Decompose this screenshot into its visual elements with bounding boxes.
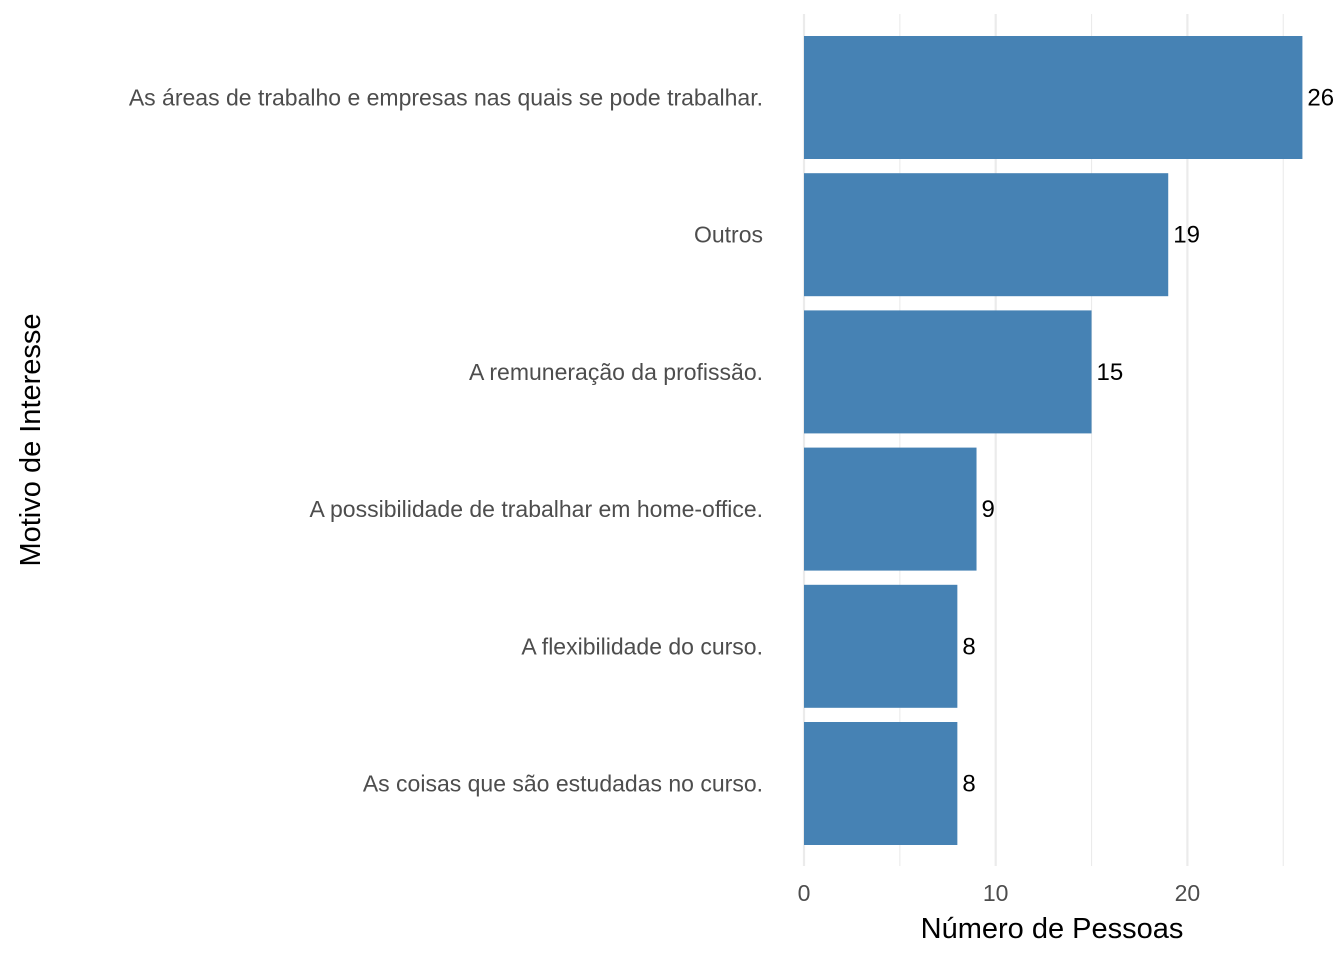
data-label: 8 xyxy=(962,633,975,660)
data-label: 26 xyxy=(1307,85,1334,112)
y-axis-title: Motivo de Interesse xyxy=(15,313,47,566)
bar xyxy=(804,173,1169,297)
bar xyxy=(804,584,958,708)
data-label: 8 xyxy=(962,771,975,798)
category-label: A possibilidade de trabalhar em home-off… xyxy=(310,496,763,522)
bar xyxy=(804,447,977,571)
data-label: 15 xyxy=(1097,359,1124,386)
x-tick-label: 0 xyxy=(798,880,811,906)
category-label: As coisas que são estudadas no curso. xyxy=(363,771,763,797)
data-label: 9 xyxy=(982,496,995,523)
bar xyxy=(804,36,1303,159)
data-label: 19 xyxy=(1173,222,1200,249)
bar xyxy=(804,310,1092,434)
bar xyxy=(804,722,958,845)
x-tick-label: 10 xyxy=(983,880,1009,906)
x-tick-label: 20 xyxy=(1175,880,1201,906)
category-labels: As áreas de trabalho e empresas nas quai… xyxy=(129,85,763,797)
category-label: A flexibilidade do curso. xyxy=(521,633,763,659)
x-tick-labels: 0 10 20 xyxy=(798,880,1201,906)
data-labels: 26 19 15 9 8 8 xyxy=(962,85,1334,798)
bars xyxy=(804,36,1303,845)
x-axis-title: Número de Pessoas xyxy=(921,913,1184,945)
category-label: As áreas de trabalho e empresas nas quai… xyxy=(129,85,763,111)
category-label: Outros xyxy=(694,222,763,248)
category-label: A remuneração da profissão. xyxy=(469,359,763,385)
